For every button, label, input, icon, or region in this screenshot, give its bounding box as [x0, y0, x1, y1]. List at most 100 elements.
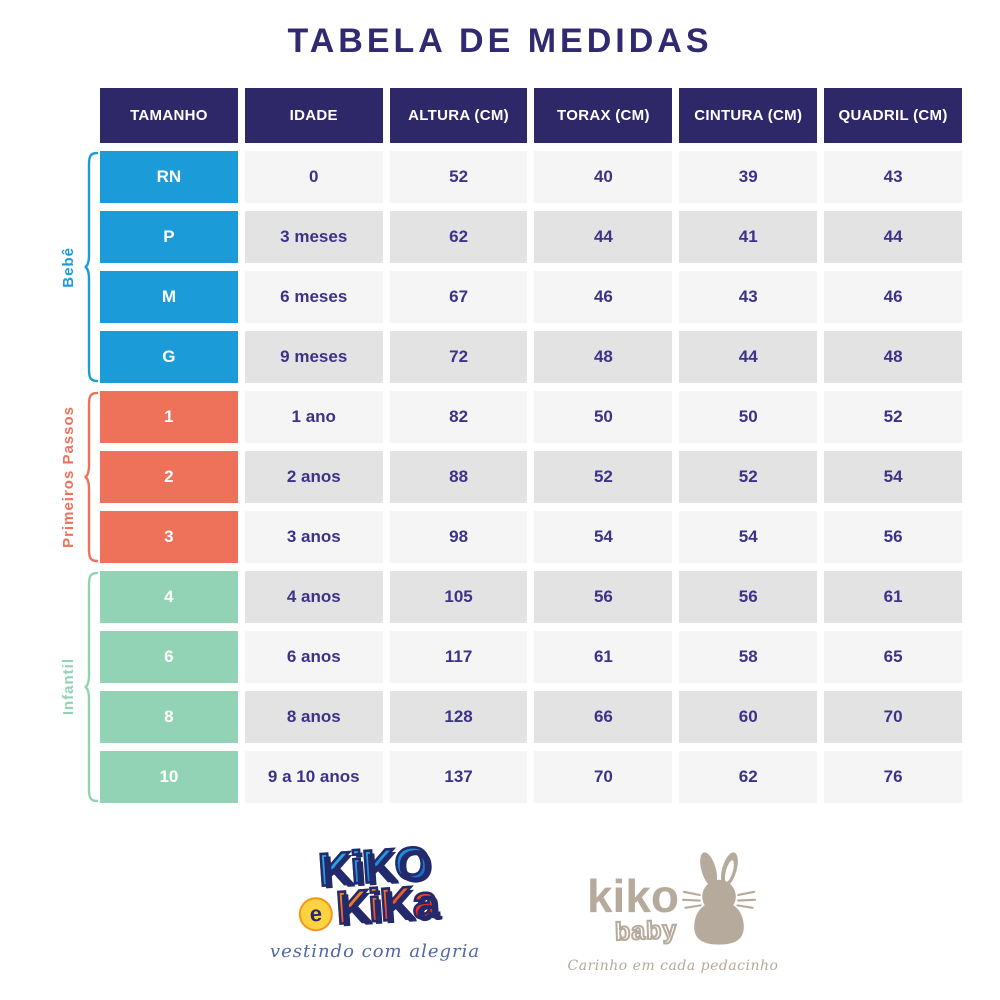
- value-cell-cintura: 60: [679, 691, 818, 743]
- value-cell-altura: 105: [389, 571, 528, 623]
- value-cell-age: 6 anos: [244, 631, 383, 683]
- value-cell-altura: 72: [389, 331, 528, 383]
- value-cell-quadril: 44: [824, 211, 962, 263]
- group-rail-primeiros-passos: Primeiros Passos: [30, 391, 98, 563]
- size-cell: RN: [100, 151, 238, 203]
- group-label-bebe: Bebê: [60, 246, 77, 288]
- value-cell-altura: 88: [389, 451, 528, 503]
- value-cell-cintura: 50: [679, 391, 818, 443]
- kiko-baby-name: kiko: [586, 870, 680, 923]
- value-cell-quadril: 56: [824, 511, 962, 563]
- kiko-baby-logo: kiko baby: [568, 848, 778, 974]
- value-cell-age: 9 meses: [244, 331, 383, 383]
- value-cell-torax: 66: [534, 691, 673, 743]
- size-cell: P: [100, 211, 238, 263]
- page-title: TABELA DE MEDIDAS: [287, 22, 713, 60]
- table-row: P 3 meses 62 44 41 44: [100, 211, 962, 263]
- e-badge: e: [297, 896, 334, 933]
- header-altura: ALTURA (CM): [389, 88, 528, 143]
- value-cell-age: 3 anos: [244, 511, 383, 563]
- size-cell: G: [100, 331, 238, 383]
- header-quadril: QUADRIL (CM): [824, 88, 962, 143]
- kiko-baby-sub: baby: [613, 915, 678, 947]
- value-cell-altura: 67: [389, 271, 528, 323]
- value-cell-quadril: 52: [824, 391, 962, 443]
- value-cell-age: 8 anos: [244, 691, 383, 743]
- value-cell-altura: 52: [389, 151, 528, 203]
- brace-infantil-icon: [84, 571, 98, 803]
- value-cell-torax: 56: [534, 571, 673, 623]
- kiko-e-kika-logo: KiKO e KiKa vestindo com alegria: [252, 835, 498, 963]
- size-cell: 2: [100, 451, 238, 503]
- size-cell: 8: [100, 691, 238, 743]
- value-cell-age: 2 anos: [244, 451, 383, 503]
- value-cell-torax: 46: [534, 271, 673, 323]
- value-cell-cintura: 58: [679, 631, 818, 683]
- value-cell-quadril: 48: [824, 331, 962, 383]
- header-cintura: CINTURA (CM): [679, 88, 818, 143]
- value-cell-altura: 137: [389, 751, 528, 803]
- value-cell-altura: 98: [389, 511, 528, 563]
- value-cell-quadril: 54: [824, 451, 962, 503]
- brace-bebe-icon: [84, 151, 98, 383]
- size-cell: 4: [100, 571, 238, 623]
- value-cell-cintura: 52: [679, 451, 818, 503]
- value-cell-altura: 128: [389, 691, 528, 743]
- size-cell: 1: [100, 391, 238, 443]
- bunny-icon: [681, 852, 757, 945]
- header-tamanho: TAMANHO: [100, 88, 238, 143]
- table-row: M 6 meses 67 46 43 46: [100, 271, 962, 323]
- kiko-e-kika-tagline: vestindo com alegria: [269, 941, 481, 963]
- table-row: 2 2 anos 88 52 52 54: [100, 451, 962, 503]
- kika-word: KiKa: [333, 874, 440, 935]
- table-row: 6 6 anos 117 61 58 65: [100, 631, 962, 683]
- table-row: 10 9 a 10 anos 137 70 62 76: [100, 751, 962, 803]
- value-cell-age: 3 meses: [244, 211, 383, 263]
- value-cell-cintura: 62: [679, 751, 818, 803]
- table-row: 3 3 anos 98 54 54 56: [100, 511, 962, 563]
- value-cell-quadril: 46: [824, 271, 962, 323]
- value-cell-torax: 48: [534, 331, 673, 383]
- kiko-baby-row: kiko baby: [587, 848, 759, 950]
- value-cell-age: 9 a 10 anos: [244, 751, 383, 803]
- value-cell-quadril: 65: [824, 631, 962, 683]
- value-cell-age: 4 anos: [244, 571, 383, 623]
- value-cell-cintura: 44: [679, 331, 818, 383]
- size-cell: 10: [100, 751, 238, 803]
- value-cell-torax: 44: [534, 211, 673, 263]
- value-cell-torax: 40: [534, 151, 673, 203]
- kika-line: e KiKa: [297, 874, 440, 935]
- size-table: TAMANHO IDADE ALTURA (CM) TORAX (CM) CIN…: [100, 88, 962, 803]
- value-cell-altura: 117: [389, 631, 528, 683]
- value-cell-age: 0: [244, 151, 383, 203]
- header-idade: IDADE: [244, 88, 383, 143]
- value-cell-cintura: 56: [679, 571, 818, 623]
- group-rail-infantil: Infantil: [30, 571, 98, 803]
- table-row: 8 8 anos 128 66 60 70: [100, 691, 962, 743]
- value-cell-torax: 70: [534, 751, 673, 803]
- value-cell-cintura: 43: [679, 271, 818, 323]
- value-cell-quadril: 61: [824, 571, 962, 623]
- value-cell-altura: 82: [389, 391, 528, 443]
- size-cell: 3: [100, 511, 238, 563]
- value-cell-cintura: 41: [679, 211, 818, 263]
- value-cell-quadril: 70: [824, 691, 962, 743]
- value-cell-age: 6 meses: [244, 271, 383, 323]
- table-row: 1 1 ano 82 50 50 52: [100, 391, 962, 443]
- table-row: G 9 meses 72 48 44 48: [100, 331, 962, 383]
- value-cell-age: 1 ano: [244, 391, 383, 443]
- group-label-primeiros-passos: Primeiros Passos: [60, 406, 77, 548]
- value-cell-torax: 54: [534, 511, 673, 563]
- value-cell-cintura: 39: [679, 151, 818, 203]
- value-cell-torax: 50: [534, 391, 673, 443]
- table-row: 4 4 anos 105 56 56 61: [100, 571, 962, 623]
- value-cell-cintura: 54: [679, 511, 818, 563]
- table-row: RN 0 52 40 39 43: [100, 151, 962, 203]
- group-rail-bebe: Bebê: [30, 151, 98, 383]
- value-cell-altura: 62: [389, 211, 528, 263]
- size-cell: 6: [100, 631, 238, 683]
- brace-primeiros-passos-icon: [84, 391, 98, 563]
- kiko-baby-text: kiko baby: [586, 870, 680, 947]
- table-header-row: TAMANHO IDADE ALTURA (CM) TORAX (CM) CIN…: [100, 88, 962, 143]
